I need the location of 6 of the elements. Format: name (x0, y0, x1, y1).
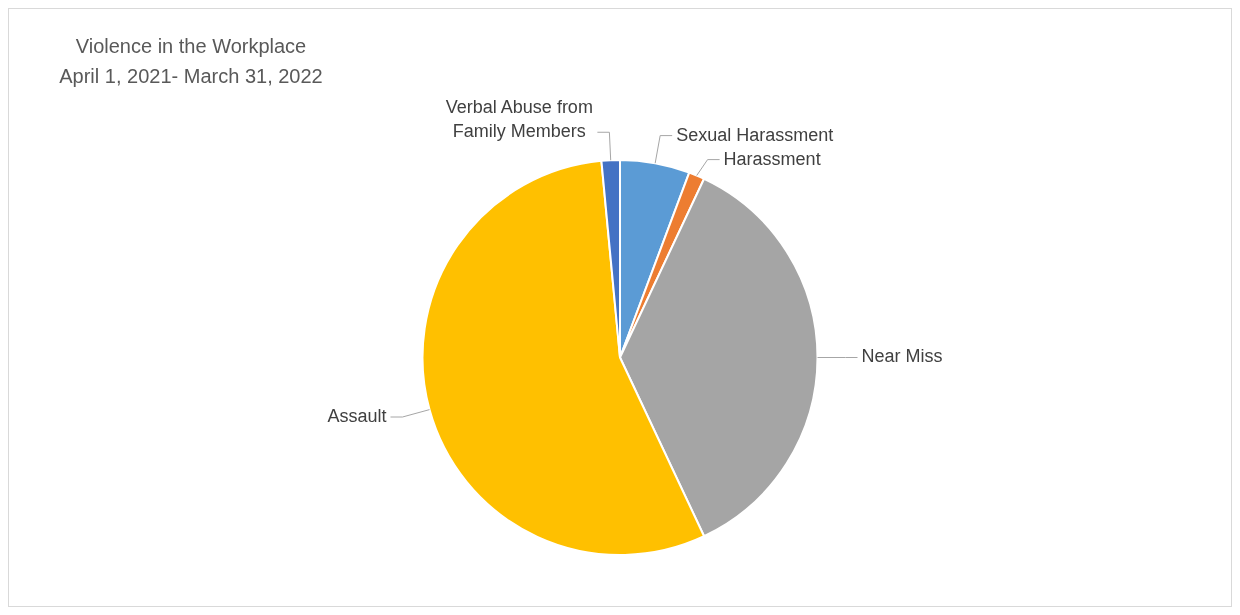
chart-title: Violence in the Workplace April 1, 2021- March 31, 2022 (58, 34, 324, 89)
slice-label: Sexual Harassment (676, 124, 834, 145)
slice-label: Assault (327, 405, 387, 426)
slice-label: Near Miss (861, 346, 943, 367)
slice-label: Verbal Abuse from Family Members (445, 97, 593, 142)
slice-label: Harassment (723, 148, 821, 169)
